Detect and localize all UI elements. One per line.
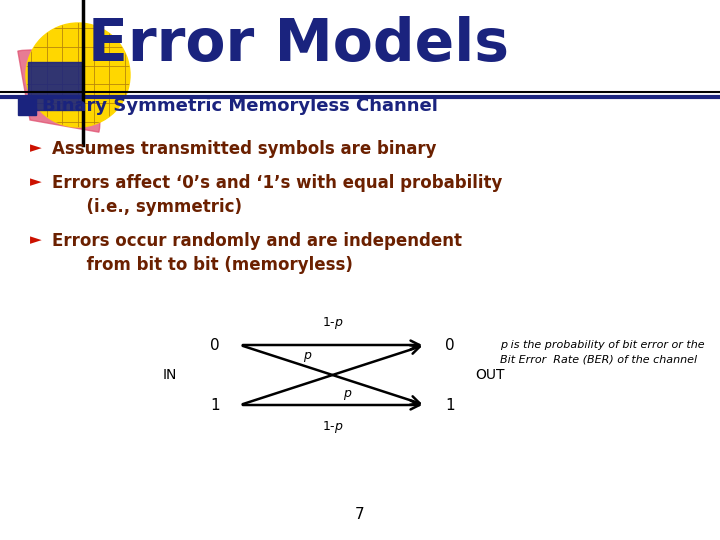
Text: 7: 7 (355, 507, 365, 522)
Text: IN: IN (163, 368, 177, 382)
Text: Error Models: Error Models (88, 17, 509, 73)
Text: p is the probability of bit error or the
Bit Error  Rate (BER) of the channel: p is the probability of bit error or the… (500, 340, 705, 364)
Text: 1-$p$: 1-$p$ (322, 315, 343, 331)
Bar (18, 97, 36, 115)
Text: Errors occur randomly and are independent
      from bit to bit (memoryless): Errors occur randomly and are independen… (52, 232, 462, 274)
Bar (28, 62, 83, 110)
Text: OUT: OUT (475, 368, 505, 382)
Text: $p$: $p$ (303, 350, 312, 364)
Text: 1: 1 (445, 397, 454, 413)
Text: 0: 0 (210, 338, 220, 353)
Text: ►: ► (30, 232, 42, 247)
Text: Assumes transmitted symbols are binary: Assumes transmitted symbols are binary (52, 140, 436, 158)
Text: Errors affect ‘0’s and ‘1’s with equal probability
      (i.e., symmetric): Errors affect ‘0’s and ‘1’s with equal p… (52, 174, 503, 215)
Text: ►: ► (30, 174, 42, 189)
Text: 1: 1 (210, 397, 220, 413)
Text: $p$: $p$ (343, 388, 352, 402)
Circle shape (26, 23, 130, 127)
Text: 0: 0 (445, 338, 454, 353)
Text: 1-$p$: 1-$p$ (322, 419, 343, 435)
Wedge shape (18, 50, 100, 132)
Text: Binary Symmetric Memoryless Channel: Binary Symmetric Memoryless Channel (42, 97, 438, 115)
Text: ►: ► (30, 140, 42, 155)
